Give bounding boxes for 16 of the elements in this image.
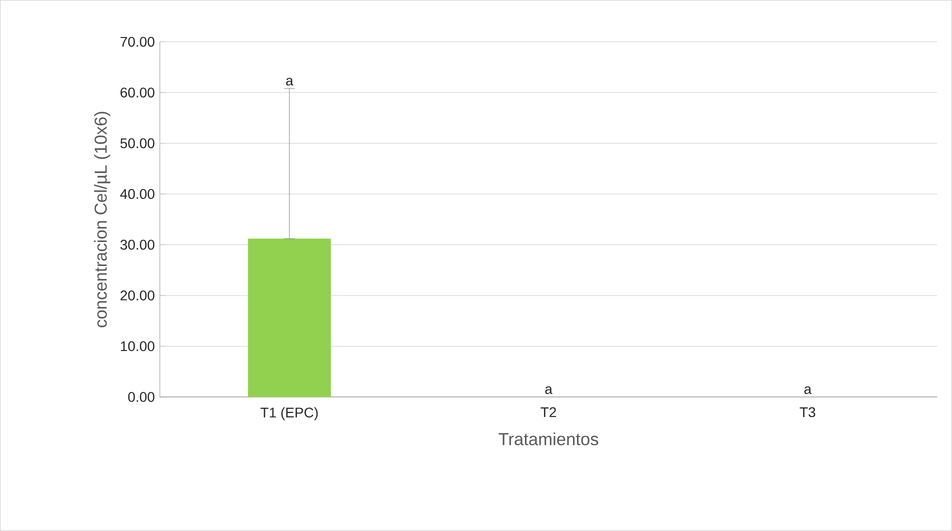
y-tick-label: 20.00 xyxy=(120,290,154,301)
x-tick-label: T2 xyxy=(540,407,556,418)
y-tick-label: 50.00 xyxy=(120,138,154,148)
y-tick-label: 70.00 xyxy=(120,36,154,47)
y-tick-label: 0.00 xyxy=(128,392,154,402)
x-axis-title: Tratamientos xyxy=(498,432,598,446)
x-tick-label: T3 xyxy=(800,407,816,418)
x-tick-label: T1 (EPC) xyxy=(260,407,318,420)
annotation: a xyxy=(286,78,294,86)
annotation: a xyxy=(804,386,812,394)
y-tick-label: 30.00 xyxy=(120,240,154,250)
y-tick-label: 40.00 xyxy=(120,189,154,200)
y-tick-label: 10.00 xyxy=(120,341,154,352)
y-axis-title: concentracion Cel/µL (10x6) xyxy=(94,112,110,328)
y-tick-label: 60.00 xyxy=(120,88,154,98)
annotation: a xyxy=(545,386,552,394)
